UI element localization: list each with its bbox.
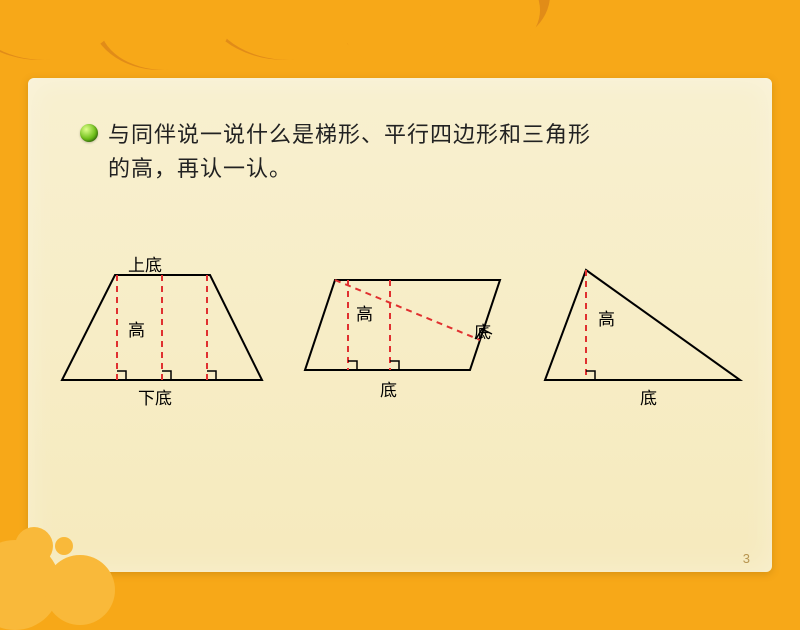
decor-bottom-bubbles	[0, 500, 120, 600]
page-number: 3	[743, 551, 750, 566]
triangle-height-label: 高	[598, 305, 615, 330]
trapezoid-top-base-label: 上底	[128, 251, 162, 276]
triangle-base-label: 底	[640, 384, 657, 409]
parallelogram-height-label: 高	[356, 300, 373, 325]
parallelogram-bottom-base-label: 底	[380, 376, 397, 401]
parallelogram-right-base-label: 底	[474, 318, 491, 343]
question-text: 与同伴说一说什么是梯形、平行四边形和三角形 的高，再认一认。	[108, 118, 591, 186]
bullet-icon	[80, 124, 98, 142]
question-line1: 与同伴说一说什么是梯形、平行四边形和三角形	[108, 122, 591, 147]
trapezoid-bottom-base-label: 下底	[138, 384, 172, 409]
question-line2: 的高，再认一认。	[108, 156, 292, 181]
decor-cloud	[430, 0, 540, 55]
trapezoid-height-label: 高	[128, 316, 145, 341]
